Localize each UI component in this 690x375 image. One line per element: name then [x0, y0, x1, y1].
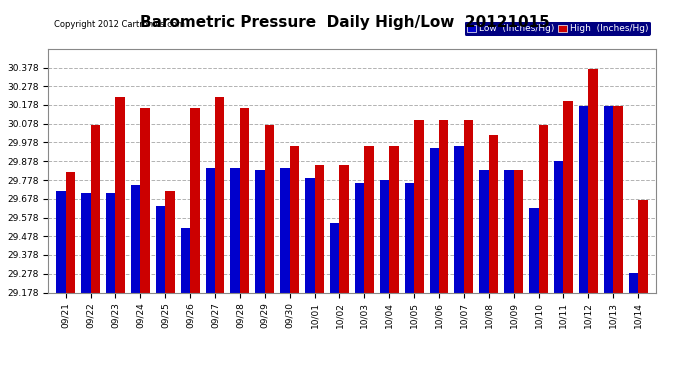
Bar: [589, 69, 598, 292]
Bar: [230, 168, 240, 292]
Bar: [156, 206, 166, 292]
Bar: [564, 101, 573, 292]
Bar: [115, 97, 125, 292]
Bar: [339, 165, 349, 292]
Bar: [181, 228, 190, 292]
Bar: [513, 170, 523, 292]
Bar: [330, 223, 339, 292]
Bar: [131, 185, 140, 292]
Bar: [389, 146, 399, 292]
Bar: [430, 148, 439, 292]
Bar: [66, 172, 75, 292]
Bar: [480, 170, 489, 292]
Bar: [529, 208, 538, 292]
Bar: [638, 200, 647, 292]
Bar: [464, 120, 473, 292]
Bar: [355, 183, 364, 292]
Bar: [240, 108, 249, 292]
Bar: [629, 273, 638, 292]
Bar: [106, 193, 115, 292]
Bar: [280, 168, 290, 292]
Bar: [166, 191, 175, 292]
Bar: [579, 106, 589, 292]
Bar: [140, 108, 150, 292]
Bar: [554, 161, 564, 292]
Bar: [404, 183, 414, 292]
Bar: [290, 146, 299, 292]
Bar: [215, 97, 224, 292]
Bar: [265, 125, 274, 292]
Bar: [414, 120, 424, 292]
Bar: [206, 168, 215, 292]
Bar: [439, 120, 449, 292]
Bar: [255, 170, 265, 292]
Text: Copyright 2012 Cartronics.com: Copyright 2012 Cartronics.com: [55, 20, 186, 29]
Bar: [504, 170, 513, 292]
Bar: [489, 135, 498, 292]
Bar: [315, 165, 324, 292]
Bar: [90, 125, 100, 292]
Legend: Low  (Inches/Hg), High  (Inches/Hg): Low (Inches/Hg), High (Inches/Hg): [464, 22, 651, 36]
Bar: [455, 146, 464, 292]
Bar: [613, 106, 622, 292]
Bar: [57, 191, 66, 292]
Bar: [305, 178, 315, 292]
Bar: [538, 125, 548, 292]
Bar: [604, 106, 613, 292]
Bar: [190, 108, 199, 292]
Bar: [380, 180, 389, 292]
Text: Barometric Pressure  Daily High/Low  20121015: Barometric Pressure Daily High/Low 20121…: [140, 15, 550, 30]
Bar: [364, 146, 374, 292]
Bar: [81, 193, 90, 292]
